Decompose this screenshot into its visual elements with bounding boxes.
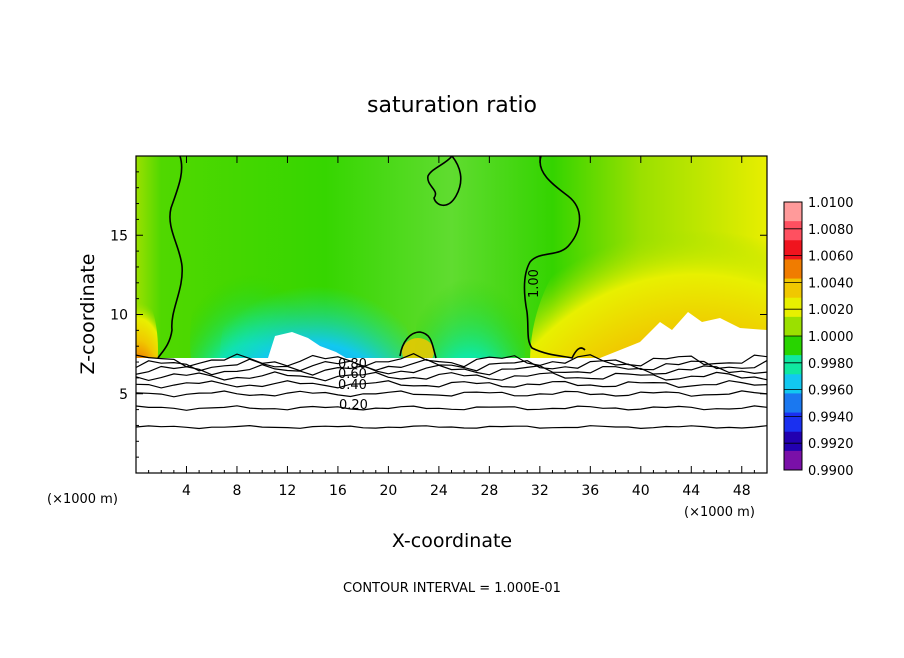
colorbar-swatch [784, 393, 802, 414]
saturated-patch-east [600, 312, 767, 358]
x-tick-label: 48 [733, 483, 751, 499]
colorbar-label: 0.9920 [808, 437, 854, 452]
x-tick-label: 28 [480, 483, 498, 499]
colorbar-label: 1.0060 [808, 250, 854, 265]
contour-label-0-40: 0.40 [338, 378, 367, 393]
x-tick-label: 16 [329, 483, 347, 499]
colorbar-swatch [784, 355, 802, 375]
x-tick-label: 20 [379, 483, 397, 499]
x-unit-label-right: (×1000 m) [684, 505, 755, 520]
colorbar-label: 1.0000 [808, 330, 854, 345]
saturated-patch-west [268, 332, 346, 358]
y-axis-title: Z-coordinate [77, 254, 99, 375]
contour-line-1-00-blob-bottom [399, 331, 437, 359]
colorbar-swatch [784, 221, 802, 241]
chart-title: saturation ratio [367, 93, 537, 118]
colorbar-swatch [784, 240, 802, 260]
contour-interval-note: CONTOUR INTERVAL = 1.000E-01 [343, 581, 561, 596]
x-tick-label: 4 [182, 483, 191, 499]
colorbar-swatch [784, 316, 802, 337]
contour-line-lower [136, 380, 767, 389]
contour-line-lower [136, 390, 767, 398]
x-tick-label: 36 [581, 483, 599, 499]
colorbar-label: 0.9940 [808, 410, 854, 425]
colorbar-label: 1.0020 [808, 303, 854, 318]
x-tick-label: 24 [430, 483, 448, 499]
contour-label-0-20: 0.20 [339, 398, 368, 413]
contour-line-lower [136, 405, 767, 411]
colorbar-swatch [784, 412, 802, 433]
contour-line-lower [136, 424, 767, 430]
colorbar-swatch [784, 259, 802, 280]
x-axis: 4 8 12 16 20 24 28 32 36 40 44 48 [148, 156, 755, 499]
colorbar-swatch [784, 450, 802, 471]
colorbar-swatch [784, 374, 802, 394]
x-tick-label: 12 [279, 483, 297, 499]
colorbar-label: 0.9900 [808, 464, 854, 479]
colorbar-swatch [784, 431, 802, 452]
contour-label-0-80: 0.80 [338, 357, 367, 372]
x-tick-label: 8 [232, 483, 241, 499]
contour-line-1-00-blob-top [427, 156, 462, 207]
colorbar-swatch [784, 202, 802, 222]
y-tick-label: 10 [110, 308, 128, 324]
contour-1-00 [157, 156, 586, 359]
below-cloud-region [136, 358, 767, 473]
colorbar-label: 0.9960 [808, 384, 854, 399]
colorbar-label: 0.9980 [808, 357, 854, 372]
contour-line-lower [136, 358, 767, 372]
contour-labels: 0.80 0.60 0.40 0.20 1.00 [338, 269, 542, 413]
x-unit-label-left: (×1000 m) [47, 492, 118, 507]
colorbar-label: 1.0080 [808, 223, 854, 238]
x-axis-title: X-coordinate [392, 530, 512, 552]
contour-line-1-00-west [157, 156, 183, 359]
colorbar-swatch [784, 297, 802, 318]
y-tick-label: 15 [110, 228, 128, 244]
contour-label-1-00: 1.00 [527, 269, 542, 298]
colorbar-swatch [784, 336, 802, 356]
contour-line-1-00-east [523, 156, 586, 359]
colorbar-label: 1.0040 [808, 276, 854, 291]
y-tick-label: 5 [119, 387, 128, 403]
x-tick-label: 32 [531, 483, 549, 499]
x-tick-label: 44 [682, 483, 700, 499]
contour-line-lower [136, 353, 767, 368]
colorbar-label: 1.0100 [808, 196, 854, 211]
contour-label-0-60: 0.60 [338, 367, 367, 382]
colorbar-swatch [784, 278, 802, 299]
lower-contours [136, 353, 767, 430]
saturation-field [136, 156, 767, 473]
contour-line-lower [136, 364, 767, 376]
x-tick-label: 40 [632, 483, 650, 499]
y-axis: 5 10 15 [110, 171, 767, 458]
contour-line-lower [136, 371, 767, 382]
colorbar: 1.0100 1.0080 1.0060 1.0040 1.0020 1.0000 0.99… [783, 196, 854, 479]
